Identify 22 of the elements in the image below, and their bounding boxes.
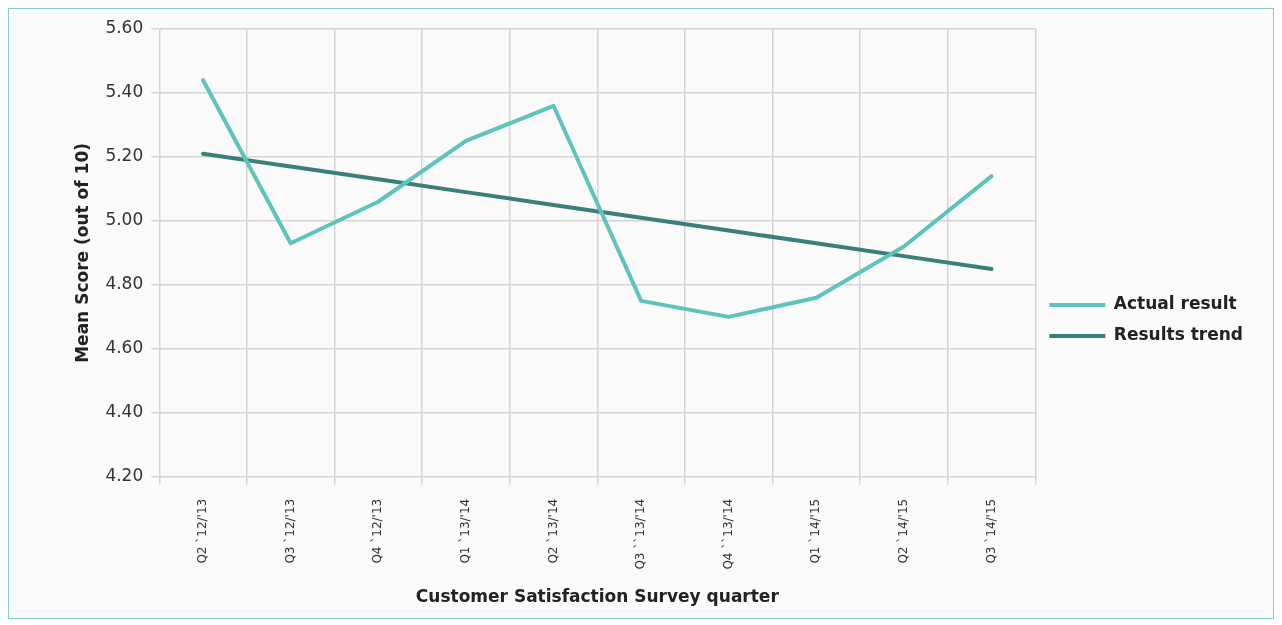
x-tick-label: Q1 `14/'15 (808, 498, 823, 564)
x-tick-label: Q3 ``13/'14 (633, 498, 648, 570)
y-tick-label: 5.00 (105, 209, 144, 230)
y-tick-label: 5.40 (105, 81, 144, 102)
y-tick-label: 5.60 (105, 17, 144, 38)
y-tick-label: 4.80 (105, 273, 144, 294)
x-tick-label: Q1 `13/'14 (458, 498, 473, 564)
x-tick-label: Q4 `12/'13 (370, 498, 385, 564)
x-tick-label: Q2 `12/'13 (195, 498, 210, 564)
y-tick-label: 4.40 (105, 401, 144, 422)
x-tick-label: Q4 ``13/'14 (720, 498, 735, 570)
x-tick-label: Q3 `12/'13 (282, 498, 297, 564)
y-tick-label: 5.20 (105, 145, 144, 166)
y-tick-label: 4.60 (105, 337, 144, 358)
legend-label: Results trend (1113, 324, 1244, 345)
x-tick-label: Q2 `14/'15 (896, 498, 911, 564)
x-tick-label: Q3 `14/'15 (983, 498, 998, 564)
y-tick-label: 4.20 (105, 465, 144, 486)
x-axis-title: Customer Satisfaction Survey quarter (415, 586, 780, 607)
x-tick-label: Q2 `13/'14 (545, 498, 560, 564)
y-axis-title: Mean Score (out of 10) (71, 143, 92, 363)
legend-label: Actual result (1113, 293, 1237, 314)
